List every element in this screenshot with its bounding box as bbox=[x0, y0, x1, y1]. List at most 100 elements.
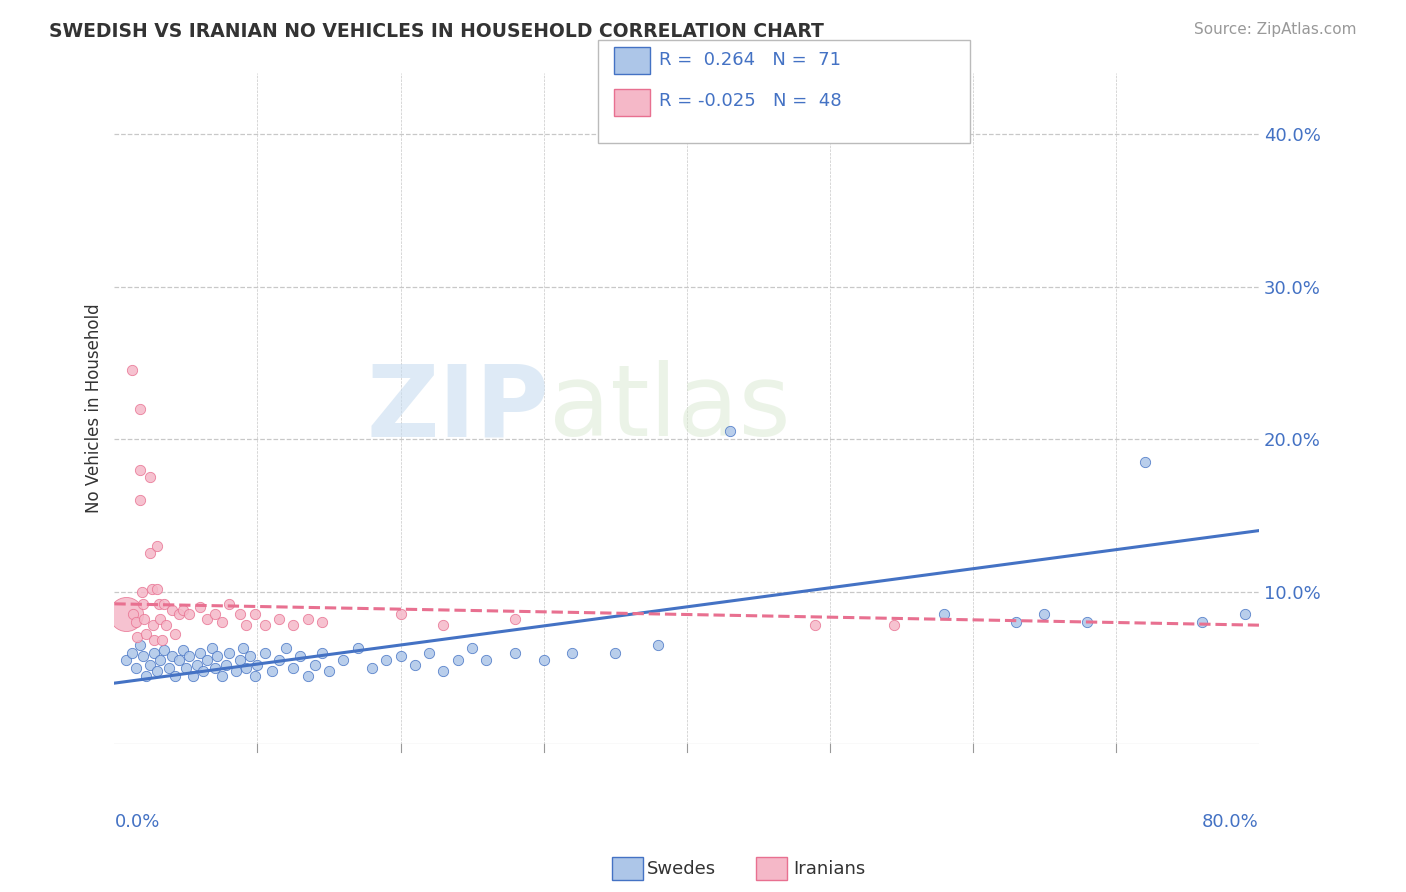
Point bbox=[211, 668, 233, 682]
Point bbox=[461, 641, 484, 656]
Point bbox=[177, 648, 200, 663]
Point bbox=[139, 546, 162, 560]
Point bbox=[804, 618, 827, 632]
Point bbox=[186, 657, 208, 672]
Point bbox=[283, 661, 305, 675]
Point bbox=[290, 648, 312, 663]
Point bbox=[718, 425, 741, 439]
Point bbox=[149, 653, 172, 667]
Point bbox=[260, 664, 283, 678]
Point bbox=[146, 664, 169, 678]
Text: SWEDISH VS IRANIAN NO VEHICLES IN HOUSEHOLD CORRELATION CHART: SWEDISH VS IRANIAN NO VEHICLES IN HOUSEH… bbox=[49, 22, 824, 41]
Point bbox=[503, 612, 526, 626]
Point bbox=[129, 401, 152, 416]
Point bbox=[149, 612, 172, 626]
Point bbox=[142, 618, 165, 632]
Point bbox=[304, 657, 326, 672]
Point bbox=[207, 648, 229, 663]
Point bbox=[204, 661, 226, 675]
Point bbox=[143, 646, 166, 660]
Point bbox=[177, 607, 200, 622]
Point bbox=[243, 668, 266, 682]
Point bbox=[332, 653, 354, 667]
Point bbox=[121, 363, 143, 377]
Point bbox=[503, 646, 526, 660]
Point bbox=[267, 612, 290, 626]
Point bbox=[404, 657, 426, 672]
Point bbox=[139, 470, 162, 484]
Point bbox=[253, 646, 276, 660]
Point bbox=[1033, 607, 1056, 622]
Point bbox=[141, 582, 163, 596]
Point bbox=[115, 607, 138, 622]
Point bbox=[561, 646, 583, 660]
Point bbox=[201, 641, 224, 656]
Point bbox=[218, 646, 240, 660]
Point bbox=[229, 653, 252, 667]
Point bbox=[125, 615, 148, 629]
Y-axis label: No Vehicles in Household: No Vehicles in Household bbox=[86, 304, 103, 514]
Point bbox=[132, 597, 155, 611]
Point bbox=[243, 607, 266, 622]
Point bbox=[447, 653, 470, 667]
Text: Source: ZipAtlas.com: Source: ZipAtlas.com bbox=[1194, 22, 1357, 37]
Text: R =  0.264   N =  71: R = 0.264 N = 71 bbox=[659, 51, 841, 69]
Point bbox=[475, 653, 498, 667]
Point bbox=[432, 618, 454, 632]
Point bbox=[135, 627, 157, 641]
Point bbox=[605, 646, 627, 660]
Point bbox=[1076, 615, 1098, 629]
Point bbox=[181, 668, 204, 682]
Point bbox=[172, 642, 194, 657]
Point bbox=[239, 648, 262, 663]
Point bbox=[267, 653, 290, 667]
Point bbox=[1233, 607, 1256, 622]
Point bbox=[883, 618, 905, 632]
Point bbox=[139, 657, 162, 672]
Text: R = -0.025   N =  48: R = -0.025 N = 48 bbox=[659, 92, 842, 110]
Point bbox=[311, 615, 333, 629]
Point bbox=[389, 607, 412, 622]
Text: Swedes: Swedes bbox=[647, 860, 716, 878]
Point bbox=[131, 584, 153, 599]
Point bbox=[188, 599, 211, 614]
Point bbox=[153, 642, 176, 657]
Point bbox=[132, 648, 155, 663]
Point bbox=[253, 618, 276, 632]
Point bbox=[135, 668, 157, 682]
Text: ZIP: ZIP bbox=[367, 360, 550, 457]
Point bbox=[155, 618, 177, 632]
Point bbox=[146, 582, 169, 596]
Point bbox=[143, 633, 166, 648]
Point bbox=[361, 661, 384, 675]
Point bbox=[297, 612, 319, 626]
Point bbox=[191, 664, 214, 678]
Text: Iranians: Iranians bbox=[793, 860, 865, 878]
Point bbox=[157, 661, 180, 675]
Text: 80.0%: 80.0% bbox=[1202, 813, 1258, 830]
Point bbox=[129, 462, 152, 476]
Point bbox=[432, 664, 454, 678]
Point bbox=[167, 653, 190, 667]
Point bbox=[1191, 615, 1213, 629]
Point bbox=[1133, 455, 1156, 469]
Point bbox=[153, 597, 176, 611]
Point bbox=[246, 657, 269, 672]
Point bbox=[215, 657, 238, 672]
Point bbox=[389, 648, 412, 663]
Point bbox=[122, 607, 145, 622]
Point bbox=[311, 646, 333, 660]
Point bbox=[274, 641, 297, 656]
Point bbox=[148, 597, 170, 611]
Point bbox=[146, 539, 169, 553]
Point bbox=[204, 607, 226, 622]
Point bbox=[533, 653, 555, 667]
Point bbox=[172, 603, 194, 617]
Point bbox=[174, 661, 197, 675]
Point bbox=[121, 646, 143, 660]
Point bbox=[297, 668, 319, 682]
Point bbox=[150, 633, 173, 648]
Point bbox=[167, 607, 190, 622]
Point bbox=[232, 641, 254, 656]
Point bbox=[235, 661, 257, 675]
